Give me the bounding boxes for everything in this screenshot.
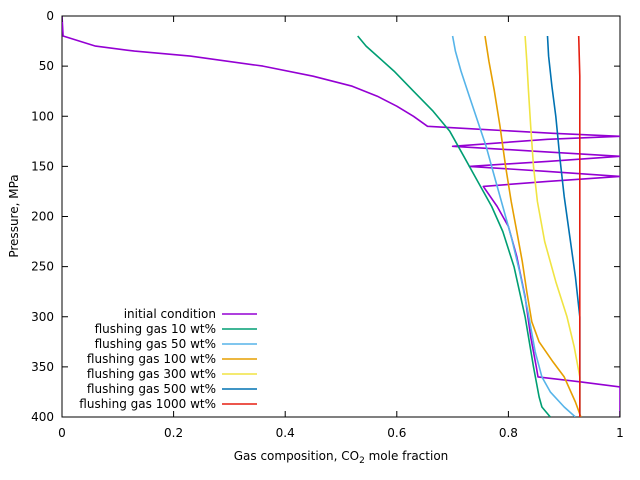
legend-label: flushing gas 500 wt%	[87, 382, 216, 396]
series-line-4	[484, 35, 582, 417]
legend-label: flushing gas 50 wt%	[95, 337, 216, 351]
y-tick-label: 50	[39, 59, 54, 73]
axes-layer: 0 0.2 0.4 0.6 0.8 1 0 50 100 150 200 250 300 350 400	[31, 9, 624, 440]
y-tick-label: 300	[31, 310, 54, 324]
x-tick-label: 0.2	[164, 426, 183, 440]
x-axis-label-subscript: 2	[359, 456, 365, 466]
x-axis-label-tail: mole fraction	[365, 449, 448, 463]
series-line-2	[357, 35, 551, 417]
x-tick-label: 0.8	[499, 426, 518, 440]
y-tick-label: 150	[31, 159, 54, 173]
y-tick-label: 250	[31, 260, 54, 274]
x-tick-label: 0.6	[387, 426, 406, 440]
series-line-5	[524, 35, 581, 417]
y-tick-label: 100	[31, 109, 54, 123]
x-axis-label: Gas composition, CO2 mole fraction	[234, 449, 449, 466]
series-layer	[62, 16, 620, 417]
y-axis-label: Pressure, MPa	[7, 174, 21, 257]
series-line-3	[451, 35, 576, 417]
legend-label: flushing gas 1000 wt%	[79, 397, 216, 411]
x-tick-label: 1	[616, 426, 624, 440]
y-tick-label: 400	[31, 410, 54, 424]
legend-label: flushing gas 100 wt%	[87, 352, 216, 366]
legend-label: flushing gas 300 wt%	[87, 367, 216, 381]
series-line-7	[577, 35, 581, 417]
y-tick-label: 350	[31, 360, 54, 374]
series-line-6	[546, 35, 581, 417]
x-tick-label: 0.4	[276, 426, 295, 440]
x-axis-label-main: Gas composition, CO	[234, 449, 359, 463]
legend-label: flushing gas 10 wt%	[95, 322, 216, 336]
y-tick-label: 200	[31, 210, 54, 224]
y-tick-label: 0	[46, 9, 54, 23]
x-tick-label: 0	[58, 426, 66, 440]
legend-label: initial condition	[124, 307, 216, 321]
